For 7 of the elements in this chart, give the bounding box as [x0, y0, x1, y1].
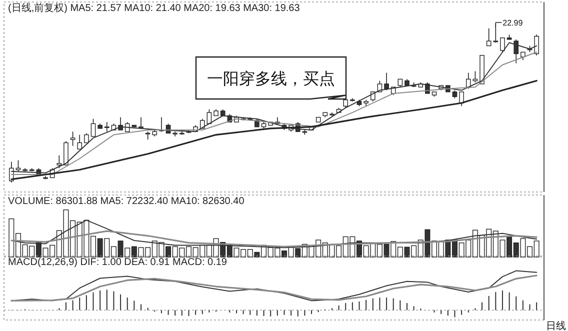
annotation: 一阳穿多线，买点: [207, 70, 335, 88]
chart-title: VOLUME: 86301.88 MA5: 72232.40 MA10: 82630.40: [8, 196, 245, 207]
text: 日线: [546, 320, 566, 331]
chart-title: MACD(12,26,9) DIF: 1.00 DEA: 0.91 MACD: 0.19: [8, 257, 228, 268]
callout: 一阳穿多线，买点: [195, 56, 347, 100]
chart-title: (日线,前复权) MA5: 21.57 MA10: 21.40 MA20: 19.63 MA30: 19.63: [8, 2, 300, 14]
annotation: 22.99: [502, 18, 524, 28]
